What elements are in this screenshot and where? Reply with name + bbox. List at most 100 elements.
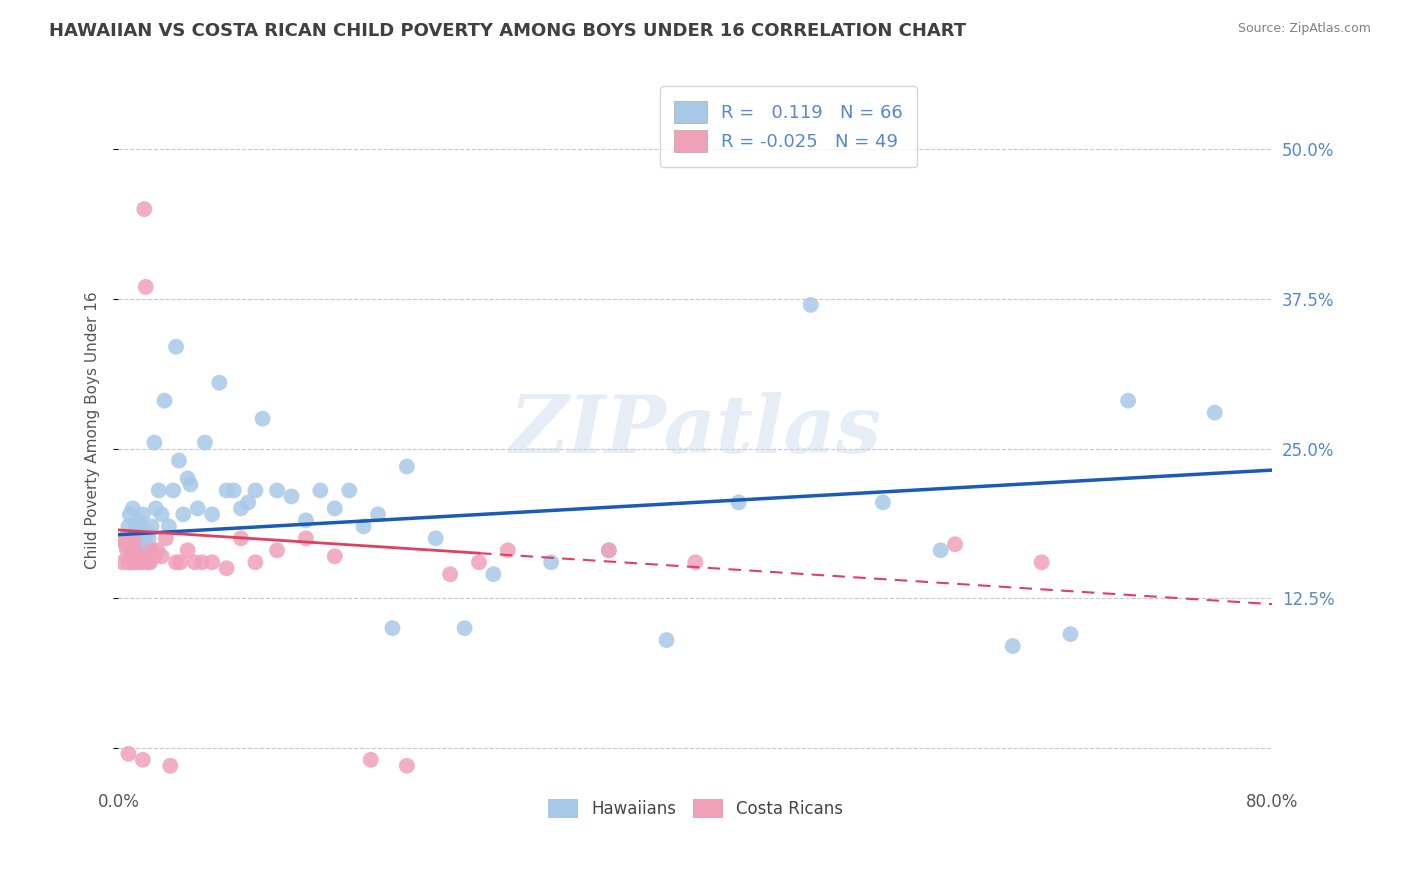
Point: [121, 555, 143, 569]
Point: [453, 621, 475, 635]
Point: [135, 543, 157, 558]
Point: [139, 543, 162, 558]
Legend: Hawaiians, Costa Ricans: Hawaiians, Costa Ricans: [541, 792, 849, 825]
Point: [132, 753, 155, 767]
Point: [1031, 555, 1053, 569]
Point: [136, 555, 159, 569]
Point: [540, 555, 562, 569]
Point: [114, 537, 136, 551]
Point: [153, 393, 176, 408]
Point: [1204, 406, 1226, 420]
Point: [266, 483, 288, 498]
Point: [122, 532, 145, 546]
Point: [309, 483, 332, 498]
Point: [266, 543, 288, 558]
Point: [337, 483, 360, 498]
Point: [800, 298, 823, 312]
Point: [120, 532, 142, 546]
Point: [162, 483, 184, 498]
Point: [131, 555, 153, 569]
Point: [132, 508, 155, 522]
Point: [482, 567, 505, 582]
Point: [229, 532, 252, 546]
Point: [169, 555, 191, 569]
Point: [176, 471, 198, 485]
Point: [143, 549, 166, 564]
Point: [121, 501, 143, 516]
Point: [131, 555, 153, 569]
Point: [215, 561, 238, 575]
Point: [150, 508, 173, 522]
Point: [111, 555, 134, 569]
Point: [138, 555, 160, 569]
Point: [117, 555, 139, 569]
Point: [238, 495, 260, 509]
Point: [129, 519, 152, 533]
Point: [215, 483, 238, 498]
Point: [245, 555, 267, 569]
Point: [229, 501, 252, 516]
Point: [145, 501, 167, 516]
Point: [122, 537, 145, 551]
Point: [172, 508, 194, 522]
Point: [367, 508, 389, 522]
Point: [118, 555, 141, 569]
Point: [141, 519, 163, 533]
Point: [323, 549, 346, 564]
Point: [1116, 393, 1139, 408]
Point: [598, 543, 620, 558]
Point: [295, 513, 318, 527]
Point: [155, 532, 177, 546]
Point: [117, 519, 139, 533]
Point: [381, 621, 404, 635]
Point: [129, 549, 152, 564]
Point: [127, 543, 149, 558]
Point: [150, 549, 173, 564]
Point: [929, 543, 952, 558]
Point: [222, 483, 245, 498]
Point: [496, 543, 519, 558]
Point: [129, 532, 152, 546]
Point: [128, 513, 150, 527]
Point: [280, 490, 302, 504]
Point: [114, 537, 136, 551]
Point: [165, 555, 187, 569]
Point: [120, 543, 142, 558]
Point: [134, 532, 156, 546]
Point: [165, 340, 187, 354]
Point: [121, 532, 143, 546]
Point: [353, 519, 375, 533]
Point: [148, 483, 170, 498]
Point: [121, 549, 143, 564]
Point: [112, 532, 135, 546]
Point: [136, 525, 159, 540]
Point: [943, 537, 966, 551]
Point: [395, 758, 418, 772]
Point: [395, 459, 418, 474]
Point: [727, 495, 749, 509]
Point: [201, 555, 224, 569]
Point: [118, 508, 141, 522]
Point: [135, 280, 157, 294]
Point: [124, 549, 146, 564]
Point: [115, 543, 138, 558]
Point: [685, 555, 707, 569]
Point: [191, 555, 214, 569]
Point: [179, 477, 201, 491]
Point: [208, 376, 231, 390]
Point: [655, 633, 678, 648]
Point: [1059, 627, 1081, 641]
Point: [138, 532, 160, 546]
Point: [194, 435, 217, 450]
Text: Source: ZipAtlas.com: Source: ZipAtlas.com: [1237, 22, 1371, 36]
Point: [1001, 639, 1024, 653]
Point: [124, 519, 146, 533]
Point: [439, 567, 461, 582]
Point: [184, 555, 207, 569]
Point: [127, 555, 149, 569]
Point: [141, 543, 163, 558]
Point: [201, 508, 224, 522]
Point: [245, 483, 267, 498]
Point: [139, 555, 162, 569]
Point: [157, 519, 180, 533]
